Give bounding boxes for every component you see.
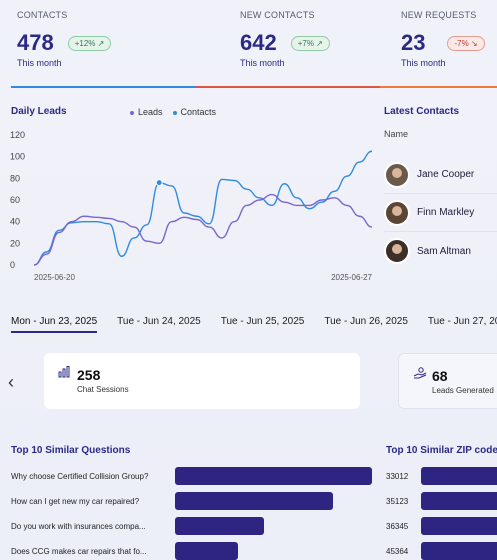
kpi-value: 258 bbox=[77, 367, 101, 383]
series-line-leads bbox=[33, 193, 373, 266]
series-line-contacts bbox=[33, 150, 373, 266]
stat-new-requests: NEW REQUESTS 23 -7% ↘ This month bbox=[401, 10, 485, 68]
hover-point[interactable] bbox=[155, 179, 163, 187]
y-tick-label: 20 bbox=[10, 238, 20, 248]
stat-value: 642 bbox=[240, 30, 277, 55]
avatar bbox=[384, 161, 410, 188]
contact-name: Jane Cooper bbox=[417, 169, 475, 180]
contact-name: Sam Altman bbox=[417, 245, 471, 257]
stat-period: This month bbox=[240, 58, 285, 68]
question-bar bbox=[175, 542, 238, 560]
stat-value: 23 bbox=[401, 30, 426, 55]
trend-down-badge: -7% ↘ bbox=[447, 35, 485, 51]
kpi-card-leads-generated[interactable]: 68 Leads Generated bbox=[398, 353, 497, 409]
kpi-caption: Leads Generated bbox=[432, 386, 494, 395]
y-tick-label: 120 bbox=[10, 130, 25, 140]
y-tick-label: 0 bbox=[10, 260, 15, 270]
question-text: Do you work with insurances compa... bbox=[11, 521, 146, 531]
kpi-caption: Chat Sessions bbox=[77, 385, 129, 394]
y-tick-label: 80 bbox=[10, 173, 20, 183]
stat-label: CONTACTS bbox=[17, 10, 68, 20]
y-tick-label: 100 bbox=[10, 152, 25, 162]
stat-label: NEW CONTACTS bbox=[240, 10, 315, 20]
zip-code: 33012 bbox=[386, 471, 409, 481]
contact-name: Finn Markley bbox=[417, 207, 475, 218]
date-tab[interactable]: Tue - Jun 26, 2025 bbox=[324, 316, 408, 327]
chevron-left-icon[interactable]: ‹ bbox=[8, 372, 14, 392]
stat-underline-orange bbox=[380, 86, 497, 88]
name-column-header: Name bbox=[384, 129, 409, 139]
chart-legend: Leads Contacts bbox=[130, 107, 216, 117]
question-bar bbox=[175, 467, 372, 485]
question-row[interactable]: Do you work with insurances compa... bbox=[11, 516, 381, 536]
avatar bbox=[384, 199, 410, 226]
contact-row[interactable]: Sam Altman bbox=[384, 232, 497, 270]
daily-leads-title: Daily Leads bbox=[11, 106, 67, 117]
legend-contacts-label: Contacts bbox=[180, 107, 217, 117]
stat-underline-red bbox=[195, 86, 380, 88]
kpi-card-chat-sessions[interactable]: 258 Chat Sessions bbox=[44, 353, 360, 409]
zip-row[interactable]: 33012 bbox=[386, 466, 497, 486]
question-bar bbox=[175, 492, 333, 510]
zip-row[interactable]: 45364 bbox=[386, 541, 497, 560]
stat-new-contacts: NEW CONTACTS 642 +7% ↗ This month bbox=[240, 10, 330, 68]
y-tick-label: 40 bbox=[10, 217, 20, 227]
date-tab[interactable]: Tue - Jun 27, 2025 bbox=[427, 316, 497, 327]
x-tick-label: 2025-06-20 bbox=[34, 273, 75, 282]
x-tick-label: 2025-06-27 bbox=[331, 273, 372, 282]
date-tabs: Mon - Jun 23, 2025 Tue - Jun 24, 2025 Tu… bbox=[11, 316, 497, 333]
stat-contacts: CONTACTS 478 +12% ↗ This month bbox=[17, 10, 112, 68]
stat-value: 478 bbox=[17, 30, 54, 55]
date-tab[interactable]: Tue - Jun 24, 2025 bbox=[117, 316, 201, 327]
stat-period: This month bbox=[401, 58, 446, 68]
trend-up-badge: +12% ↗ bbox=[67, 35, 112, 51]
date-tab[interactable]: Tue - Jun 25, 2025 bbox=[220, 316, 305, 327]
question-text: Why choose Certified Collision Group? bbox=[11, 471, 149, 481]
zip-row[interactable]: 36345 bbox=[386, 516, 497, 536]
top-questions-title: Top 10 Similar Questions bbox=[11, 445, 131, 456]
question-text: How can I get new my car repaired? bbox=[11, 496, 140, 506]
top-zip-title: Top 10 Similar ZIP codes bbox=[386, 445, 497, 456]
question-text: Does CCG makes car repairs that fo... bbox=[11, 546, 147, 556]
stat-period: This month bbox=[17, 58, 62, 68]
hand-coin-icon bbox=[413, 367, 427, 382]
date-tab-active[interactable]: Mon - Jun 23, 2025 bbox=[11, 316, 98, 333]
zip-bar bbox=[421, 492, 497, 510]
zip-code: 36345 bbox=[386, 521, 409, 531]
legend-leads-label: Leads bbox=[138, 107, 163, 117]
avatar bbox=[384, 238, 410, 264]
stat-underline-blue bbox=[11, 86, 195, 88]
latest-contacts-title: Latest Contacts bbox=[384, 106, 460, 117]
chart-bar-icon bbox=[58, 366, 71, 381]
zip-bar bbox=[421, 542, 497, 560]
legend-contacts: Contacts bbox=[172, 107, 217, 117]
y-tick-label: 60 bbox=[10, 195, 20, 205]
trend-up-badge: +7% ↗ bbox=[290, 35, 330, 51]
stat-label: NEW REQUESTS bbox=[401, 10, 477, 20]
legend-leads: Leads bbox=[130, 107, 163, 117]
question-row[interactable]: Why choose Certified Collision Group? bbox=[11, 466, 381, 486]
question-row[interactable]: How can I get new my car repaired? bbox=[11, 491, 381, 511]
kpi-value: 68 bbox=[432, 368, 448, 384]
zip-row[interactable]: 35123 bbox=[386, 491, 497, 511]
zip-bar bbox=[421, 517, 497, 535]
question-row[interactable]: Does CCG makes car repairs that fo... bbox=[11, 541, 381, 560]
zip-bar bbox=[421, 467, 497, 485]
zip-code: 35123 bbox=[386, 496, 409, 506]
zip-code: 45364 bbox=[386, 546, 409, 556]
contact-row[interactable]: Jane Cooper bbox=[384, 156, 497, 194]
daily-leads-chart: 0 20 40 60 80 100 120 2025-06-20 2025-06-27 bbox=[10, 130, 373, 282]
contact-row[interactable]: Finn Markley bbox=[384, 194, 497, 232]
question-bar bbox=[175, 517, 264, 535]
